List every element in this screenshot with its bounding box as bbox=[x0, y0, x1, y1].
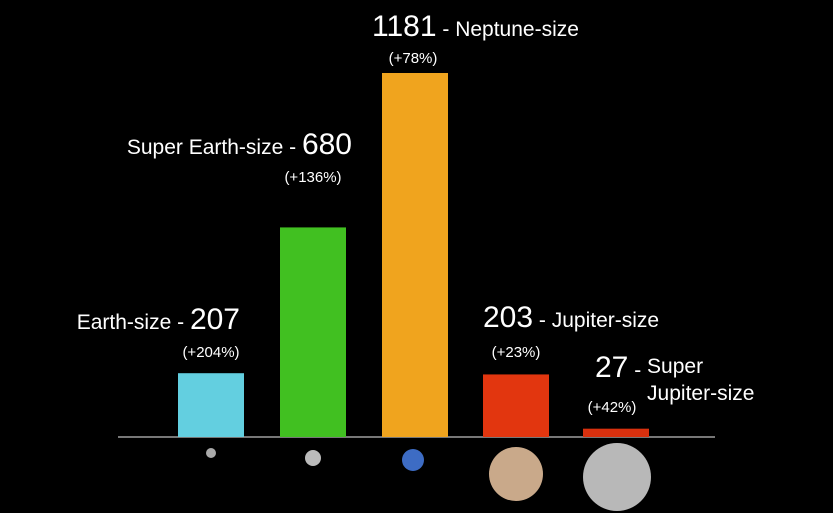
bar bbox=[483, 374, 549, 437]
change-label: (+136%) bbox=[284, 169, 342, 186]
change-label: (+204%) bbox=[182, 344, 240, 361]
value-label: 27 bbox=[595, 351, 629, 384]
separator bbox=[628, 359, 647, 382]
separator bbox=[171, 311, 190, 334]
value-label: 207 bbox=[189, 303, 240, 336]
category-label: Super Jupiter-size bbox=[647, 355, 755, 406]
separator bbox=[533, 309, 552, 332]
value-label: 203 bbox=[483, 301, 534, 334]
separator bbox=[437, 18, 456, 41]
category-label: Earth-size bbox=[76, 311, 172, 334]
category-label: Neptune-size bbox=[455, 18, 579, 41]
category-label: Jupiter-size bbox=[551, 309, 660, 332]
bar bbox=[178, 373, 244, 437]
bar bbox=[583, 428, 649, 437]
bar-label: 1181 Neptune-size bbox=[372, 12, 579, 42]
planet-icon bbox=[206, 448, 216, 458]
bar-label: Earth-size 207 bbox=[77, 305, 240, 335]
separator bbox=[283, 136, 302, 159]
change-label: (+42%) bbox=[587, 399, 637, 416]
bar-label: 203 Jupiter-size bbox=[483, 303, 659, 333]
bar-label: Super Earth-size 680 bbox=[127, 130, 352, 160]
planet-icon bbox=[402, 449, 424, 471]
bar-label: 27 Super Jupiter-size bbox=[595, 353, 777, 408]
planet-icon bbox=[489, 447, 543, 501]
change-label: (+78%) bbox=[388, 50, 438, 67]
category-label: Super Earth-size bbox=[126, 136, 284, 159]
bar bbox=[382, 73, 448, 437]
value-label: 680 bbox=[301, 128, 352, 161]
value-label: 1181 bbox=[372, 10, 437, 43]
change-label: (+23%) bbox=[491, 344, 541, 361]
planet-icon bbox=[583, 443, 651, 511]
planet-icon bbox=[305, 450, 321, 466]
bar bbox=[280, 227, 346, 437]
